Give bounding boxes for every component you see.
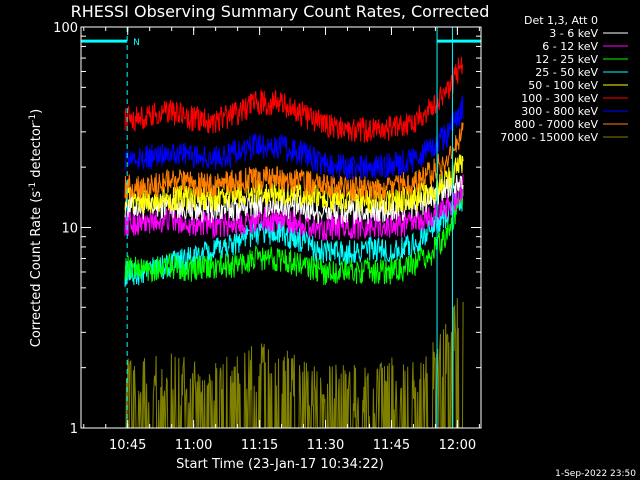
legend-label-6: 300 - 800 keV xyxy=(521,105,598,118)
x-axis-label: Start Time (23-Jan-17 10:34:22) xyxy=(176,457,384,472)
legend-label-7: 800 - 7000 keV xyxy=(514,118,598,131)
series-line-1 xyxy=(124,174,464,241)
y-tick-label-0: 1 xyxy=(70,422,78,437)
y-axis-label: Corrected Count Rate (s-1 detector-1) xyxy=(28,109,44,347)
timestamp: 1-Sep-2022 23:50 xyxy=(555,469,636,479)
y-tick-label-1: 10 xyxy=(61,222,78,237)
n-flag-label: N xyxy=(133,38,140,48)
series-layer xyxy=(124,56,464,428)
x-tick-label-0: 10:45 xyxy=(109,438,146,453)
x-tick-label-4: 11:45 xyxy=(373,438,410,453)
legend-label-4: 50 - 100 keV xyxy=(528,79,598,92)
legend-header: Det 1,3, Att 0 xyxy=(524,14,598,27)
x-tick-label-5: 12:00 xyxy=(439,438,476,453)
legend-label-0: 3 - 6 keV xyxy=(549,27,598,40)
legend-label-1: 6 - 12 keV xyxy=(542,40,598,53)
x-tick-label-3: 11:30 xyxy=(307,438,344,453)
x-axis-ticks: 10:45 11:00 11:15 11:30 11:45 12:00 xyxy=(83,27,480,453)
legend-label-8: 7000 - 15000 keV xyxy=(500,131,598,144)
series-line-4 xyxy=(124,154,464,215)
chart-title: RHESSI Observing Summary Count Rates, Co… xyxy=(71,2,490,21)
annotation-layer xyxy=(81,27,481,428)
x-tick-label-2: 11:15 xyxy=(241,438,278,453)
y-tick-label-2: 100 xyxy=(53,21,78,36)
legend-label-5: 100 - 300 keV xyxy=(521,92,598,105)
legend-label-2: 12 - 25 keV xyxy=(535,53,598,66)
series-line-3 xyxy=(124,186,464,288)
series-line-2 xyxy=(124,185,464,285)
y-axis-ticks: 1 10 100 xyxy=(53,21,481,437)
series-line-6 xyxy=(124,95,464,181)
x-tick-label-1: 11:00 xyxy=(175,438,212,453)
series-line-5 xyxy=(124,56,464,143)
legend-label-3: 25 - 50 keV xyxy=(535,66,598,79)
series-line-7 xyxy=(124,122,464,202)
